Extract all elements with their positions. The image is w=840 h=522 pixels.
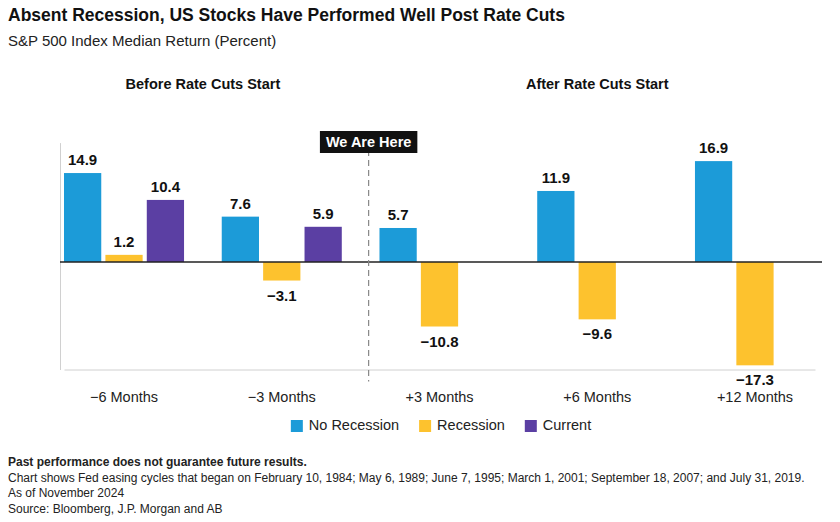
bar [537, 191, 574, 262]
bar [222, 217, 259, 262]
data-label: 1.2 [114, 233, 135, 250]
data-label: −10.8 [421, 333, 459, 350]
bar [105, 255, 142, 262]
annotation: We Are Here [320, 131, 417, 153]
data-label: 16.9 [699, 139, 728, 156]
legend-item: Current [525, 417, 591, 433]
x-tick-label: +3 Months [405, 389, 473, 405]
x-axis: −6 Months −3 Months +3 Months +6 Months +12 … [65, 370, 816, 405]
legend-item: No Recession [291, 417, 399, 433]
x-tick: +12 Months [717, 370, 793, 405]
legend-swatch [419, 420, 431, 432]
data-label: 5.7 [388, 206, 409, 223]
data-label: 10.4 [151, 178, 181, 195]
x-tick: +3 Months [405, 370, 473, 405]
data-label: −9.6 [582, 325, 612, 342]
annotation-text: We Are Here [326, 134, 411, 150]
divider [368, 150, 369, 382]
grid-line [60, 261, 822, 262]
subtitle: S&P 500 Index Median Return (Percent) [8, 32, 276, 49]
section-label: Before Rate Cuts Start [126, 76, 281, 92]
bar [263, 262, 300, 281]
legend: No Recession Recession Current [291, 417, 591, 433]
y-axis [60, 143, 62, 370]
data-labels: 14.9 7.6 5.7 11.9 16.9 1.2 −3.1 −10.8 −9.6 −17.3 1… [68, 139, 774, 388]
y-axis-line [60, 143, 61, 370]
title: Absent Recession, US Stocks Have Perform… [8, 5, 565, 25]
data-label: 7.6 [230, 195, 251, 212]
bar [147, 200, 184, 262]
bar [64, 173, 101, 262]
bar [579, 262, 616, 319]
footnote: As of November 2024 [8, 486, 124, 500]
x-tick-label: +6 Months [563, 389, 631, 405]
footnote: Source: Bloomberg, J.P. Morgan and AB [8, 502, 223, 516]
footnote: Chart shows Fed easing cycles that began… [8, 471, 805, 485]
x-tick: +6 Months [563, 370, 631, 405]
data-label: −17.3 [736, 371, 774, 388]
annotation-box [320, 131, 417, 153]
x-tick-label: +12 Months [717, 389, 793, 405]
x-tick: −3 Months [248, 370, 316, 405]
footnotes: Past performance does not guarantee futu… [8, 455, 805, 516]
bar [421, 262, 458, 326]
bar [379, 228, 416, 262]
legend-item: Recession [419, 417, 505, 433]
x-axis-line [65, 370, 816, 371]
x-tick-label: −3 Months [248, 389, 316, 405]
data-label: 11.9 [542, 169, 570, 186]
legend-swatch [291, 420, 303, 432]
bar [305, 227, 342, 262]
data-label: −3.1 [267, 287, 297, 304]
data-label: 5.9 [313, 205, 334, 222]
chart: Absent Recession, US Stocks Have Perform… [0, 0, 840, 522]
section-labels: Before Rate Cuts Start After Rate Cuts St… [126, 76, 669, 92]
x-tick-label: −6 Months [90, 389, 158, 405]
legend-swatch [525, 420, 537, 432]
x-tick: −6 Months [90, 370, 158, 405]
footnote: Past performance does not guarantee futu… [8, 455, 307, 469]
section-label: After Rate Cuts Start [526, 76, 669, 92]
legend-label: No Recession [309, 417, 399, 433]
bar [695, 161, 732, 262]
legend-label: Recession [437, 417, 505, 433]
data-label: 14.9 [68, 151, 97, 168]
grid [60, 262, 822, 263]
bars [64, 161, 774, 365]
bar [736, 262, 773, 365]
legend-label: Current [543, 417, 591, 433]
